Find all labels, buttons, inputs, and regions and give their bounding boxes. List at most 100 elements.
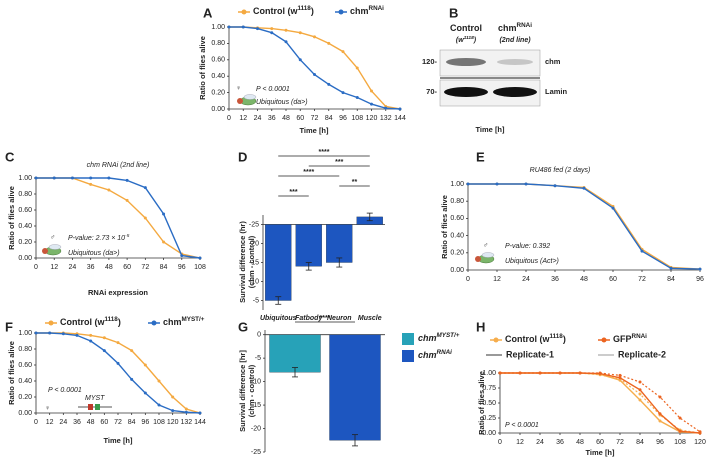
gene-exon — [88, 404, 93, 410]
point — [184, 407, 188, 411]
x-tick-label: 12 — [493, 276, 501, 283]
point — [270, 31, 274, 35]
x-tick-label: 72 — [616, 439, 624, 446]
band — [444, 87, 488, 97]
legend-marker — [338, 9, 344, 15]
size-marker: 120- — [422, 57, 438, 66]
bar — [329, 334, 381, 441]
y-tick-label: 0.60 — [18, 362, 32, 369]
text-part: P-value: 2.73 × 10 — [68, 235, 125, 242]
point — [89, 333, 93, 337]
legend-marker — [241, 9, 247, 15]
point — [180, 254, 184, 258]
x-tick-label: 84 — [667, 276, 675, 283]
fly-icon — [475, 256, 481, 262]
bar — [326, 224, 353, 263]
x-tick-label: 36 — [551, 276, 559, 283]
y-tick-label: 0 — [257, 332, 261, 339]
x-tick-label: 96 — [339, 115, 347, 122]
point — [34, 176, 38, 180]
x-tick-label: 48 — [105, 264, 113, 271]
y-tick-label: 1.00 — [482, 370, 496, 377]
y-tick-label: 1.00 — [18, 175, 32, 182]
legend-marker — [151, 320, 157, 326]
panel-title: chm RNAi (2nd line) — [87, 162, 150, 169]
x-tick-label: 144 — [194, 419, 206, 426]
x-tick-label: 0 — [34, 264, 38, 271]
survival-line — [36, 332, 201, 414]
significance-label: *** — [335, 159, 343, 166]
point — [640, 249, 644, 253]
lane-label: Control — [450, 23, 482, 33]
text-part: 1118 — [550, 333, 564, 340]
point — [143, 216, 147, 220]
y-tick-label: -15 — [249, 259, 259, 266]
legend-marker — [493, 337, 499, 343]
panel-title: RU486 fed (2 days) — [530, 167, 591, 174]
y-tick-label: -10 — [249, 278, 259, 285]
x-tick-label: 72 — [311, 115, 319, 122]
y-tick-label: 0.50 — [482, 400, 496, 407]
x-tick-label: 72 — [638, 276, 646, 283]
y-axis-label: Survival difference [hr] — [238, 350, 247, 432]
significance-label: **** — [319, 149, 330, 156]
point — [107, 188, 111, 192]
y-tick-label: -5 — [255, 355, 261, 362]
y-tick-label: 0.80 — [211, 40, 225, 47]
y-tick-label: -20 — [251, 425, 261, 432]
text-part: -5 — [125, 233, 130, 239]
bar — [295, 224, 322, 267]
x-tick-label: 24 — [522, 276, 530, 283]
text-part: Control (w — [505, 334, 550, 344]
y-tick-label: 0.40 — [18, 378, 32, 385]
y-tick-label: 0.00 — [18, 410, 32, 417]
x-axis-label: Time [h] — [103, 436, 133, 445]
point — [618, 376, 622, 380]
x-tick-label: 132 — [380, 115, 392, 122]
point — [498, 371, 502, 375]
point — [578, 371, 582, 375]
text-part: P < 0.0001 — [256, 86, 290, 93]
legend-label: Control (w1118) — [60, 316, 121, 327]
panel-letter: B — [449, 5, 458, 20]
point — [116, 341, 120, 345]
y-tick-label: 0.20 — [450, 250, 464, 257]
text-part: 1118 — [464, 35, 474, 41]
annotation: Ubiquitous (da>) — [68, 250, 120, 257]
text-part: ) — [118, 317, 121, 327]
significance-label: **** — [303, 169, 314, 176]
y-tick-label: -20 — [249, 240, 259, 247]
x-tick-label: 96 — [141, 419, 149, 426]
y-axis-label: Survival difference (hr) — [238, 221, 247, 303]
point — [370, 89, 373, 93]
point — [102, 336, 106, 340]
sex-symbol: ♀ — [45, 405, 50, 412]
size-marker: 70- — [426, 87, 437, 96]
x-tick-label: 12 — [46, 419, 54, 426]
text-part: chm — [350, 6, 369, 16]
annotation: P-value: 0.392 — [505, 243, 550, 250]
point — [582, 186, 586, 190]
text-part: 1118 — [105, 316, 119, 323]
text-part: Control — [450, 23, 482, 33]
legend-marker — [601, 337, 607, 343]
point — [518, 371, 522, 375]
text-part: P-value: 0.392 — [505, 243, 550, 250]
y-tick-label: 0.00 — [450, 267, 464, 274]
x-tick-label: Muscle — [358, 315, 382, 322]
point — [256, 27, 259, 31]
point — [171, 395, 175, 399]
y-tick-label: 0.40 — [18, 223, 32, 230]
y-tick-label: 0.00 — [211, 106, 225, 113]
fly-wing — [48, 244, 62, 250]
band-label: Lamin — [545, 87, 568, 96]
text-part: RNAi — [369, 5, 385, 12]
y-tick-label: 0.20 — [18, 239, 32, 246]
x-tick-label: 84 — [128, 419, 136, 426]
y-tick-label: 0.20 — [18, 394, 32, 401]
x-tick-label: 72 — [141, 264, 149, 271]
text-part: ) — [563, 334, 566, 344]
x-tick-label: 24 — [254, 115, 262, 122]
legend-label: Control (w1118) — [505, 333, 566, 344]
bar — [269, 334, 321, 373]
